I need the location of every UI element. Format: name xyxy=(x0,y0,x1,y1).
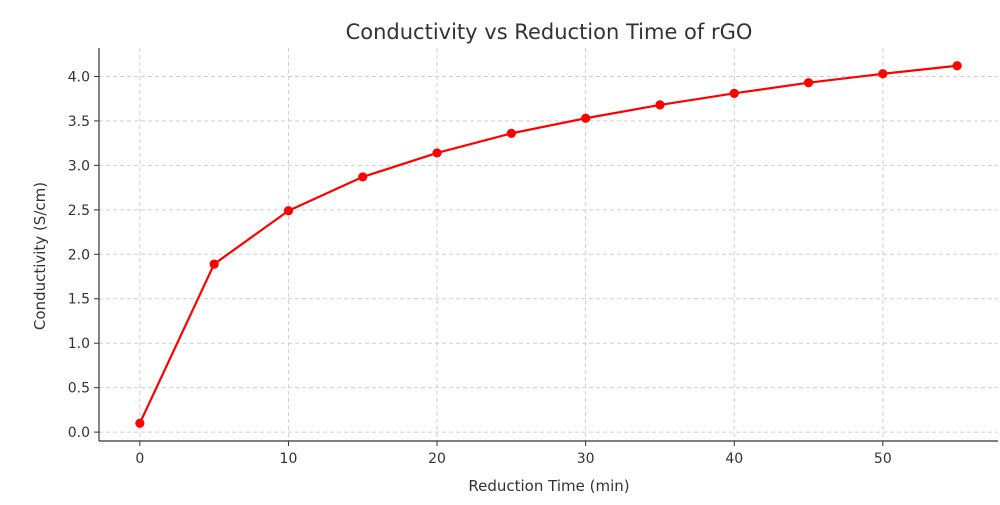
y-tick-label: 3.0 xyxy=(68,158,90,174)
y-ticks: 0.0 0.5 1.0 1.5 2.0 2.5 3.0 3.5 4.0 xyxy=(68,69,99,441)
data-point xyxy=(432,148,442,158)
series xyxy=(135,61,962,428)
y-tick-label: 1.0 xyxy=(68,336,90,352)
x-tick-label: 50 xyxy=(874,451,892,467)
x-tick-label: 0 xyxy=(135,451,144,467)
data-point xyxy=(135,418,145,428)
x-tick-label: 20 xyxy=(428,451,446,467)
data-point xyxy=(729,88,739,98)
data-point xyxy=(878,69,888,79)
x-tick-label: 40 xyxy=(725,451,743,467)
data-point xyxy=(803,78,814,88)
y-tick-label: 0.5 xyxy=(68,381,90,397)
series-line xyxy=(138,64,958,424)
data-point xyxy=(283,206,294,216)
data-point xyxy=(358,172,368,182)
axes xyxy=(98,48,998,442)
y-tick-label: 3.5 xyxy=(68,114,90,130)
data-point xyxy=(581,113,591,123)
data-point xyxy=(952,61,962,71)
y-tick-label: 4.0 xyxy=(68,69,90,85)
data-point xyxy=(506,128,516,138)
data-point xyxy=(209,259,219,269)
grid-lines xyxy=(99,48,998,441)
x-ticks: 0 10 20 30 40 50 xyxy=(135,441,892,467)
y-tick-label: 2.0 xyxy=(68,247,90,263)
chart-title: Conductivity vs Reduction Time of rGO xyxy=(346,20,753,44)
y-axis-label: Conductivity (S/cm) xyxy=(31,182,49,330)
x-tick-label: 30 xyxy=(577,451,595,467)
y-tick-label: 0.0 xyxy=(68,425,90,441)
y-tick-label: 2.5 xyxy=(68,203,90,219)
y-tick-label: 1.5 xyxy=(68,292,90,308)
x-tick-label: 10 xyxy=(280,451,298,467)
x-axis-label: Reduction Time (min) xyxy=(468,477,629,495)
data-point xyxy=(655,100,665,110)
